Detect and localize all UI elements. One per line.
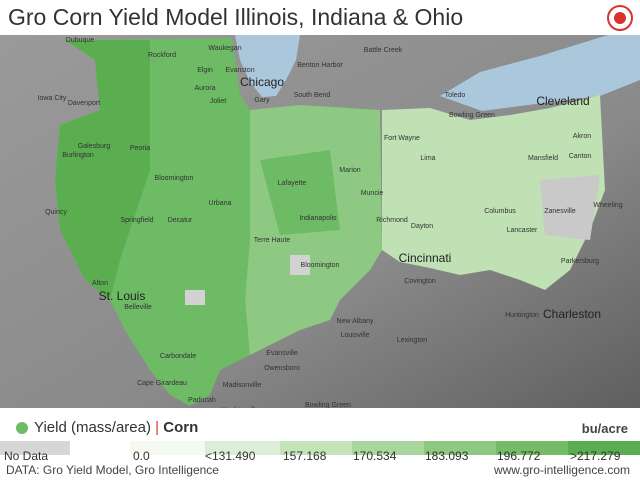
legend-bin-label: No Data <box>4 449 49 463</box>
city-label: Toledo <box>445 92 466 99</box>
city-label: Zanesville <box>544 208 576 215</box>
city-label: Quincy <box>45 209 67 216</box>
city-label: Carbondale <box>160 353 196 360</box>
city-label: Dayton <box>411 223 433 230</box>
city-label: Mansfield <box>528 155 558 162</box>
city-label: Lexington <box>397 337 427 344</box>
city-label: Parkersburg <box>561 258 599 265</box>
city-label: Elgin <box>197 67 213 74</box>
city-label: Lima <box>420 155 435 162</box>
legend-swatch <box>568 441 640 455</box>
city-label: Chicago <box>240 75 284 89</box>
legend-icon <box>16 422 28 434</box>
city-label: Madisonville <box>223 382 262 389</box>
city-label: Huntington <box>505 312 539 319</box>
legend-bin-label: 183.093 <box>425 449 469 463</box>
footer-url: www.gro-intelligence.com <box>493 463 630 477</box>
city-label: Bowling Green <box>449 112 495 119</box>
city-label: New Albany <box>337 318 374 325</box>
city-label: Peoria <box>130 145 150 152</box>
city-label: Iowa City <box>38 95 67 102</box>
city-label: Alton <box>92 280 108 287</box>
city-label: Owensboro <box>264 365 300 372</box>
city-label: Bloomington <box>301 262 340 269</box>
legend-label: Yield (mass/area) <box>34 419 151 436</box>
city-label: Louisville <box>341 332 370 339</box>
city-label: Joliet <box>210 98 226 105</box>
city-label: South Bend <box>294 92 331 99</box>
city-label: Fort Wayne <box>384 135 420 142</box>
legend-separator: | <box>155 419 160 436</box>
ohio <box>382 95 605 290</box>
no-data-area <box>290 255 310 275</box>
legend-title: Yield (mass/area) | Corn <box>34 419 198 436</box>
city-label: Evanston <box>225 67 254 74</box>
illinois-west <box>55 40 150 300</box>
city-label: Belleville <box>124 304 152 311</box>
city-label: Evansville <box>266 350 298 357</box>
legend-swatch <box>496 441 568 455</box>
title: Gro Corn Yield Model Illinois, Indiana &… <box>8 4 464 30</box>
legend-swatch <box>0 441 70 455</box>
legend-bin-label: <131.490 <box>205 449 256 463</box>
city-label: Akron <box>573 133 591 140</box>
city-label: Canton <box>569 153 592 160</box>
city-label: Muncie <box>361 190 384 197</box>
city-label: Indianapolis <box>299 215 337 222</box>
city-label: Bowling Green <box>305 402 351 408</box>
legend-swatch <box>352 441 424 455</box>
city-label: Springfield <box>120 217 153 224</box>
city-label: Bloomington <box>155 175 194 182</box>
lake-michigan <box>235 35 300 97</box>
city-label: Hopkinsville <box>221 407 258 408</box>
legend-bin-label: 0.0 <box>133 449 150 463</box>
city-label: Davenport <box>68 100 100 107</box>
city-label: Paducah <box>188 397 216 404</box>
legend-swatch <box>130 441 205 455</box>
city-label: Cincinnati <box>399 251 452 265</box>
legend-bin-label: >217.279 <box>570 449 621 463</box>
city-label: Cleveland <box>536 94 589 108</box>
city-label: Aurora <box>194 85 215 92</box>
legend-bin-label: 170.534 <box>353 449 397 463</box>
no-data-area <box>540 175 600 240</box>
legend-bin-label: 196.772 <box>497 449 541 463</box>
footer-source: DATA: Gro Yield Model, Gro Intelligence <box>6 463 219 477</box>
city-label: Charleston <box>543 307 601 321</box>
city-label: Marion <box>339 167 361 174</box>
legend-swatch <box>424 441 496 455</box>
legend-swatch <box>280 441 352 455</box>
no-data-area <box>185 290 205 305</box>
city-label: Urbana <box>209 200 232 207</box>
city-label: Dubuque <box>66 37 95 44</box>
legend-swatch <box>205 441 280 455</box>
logo <box>607 5 633 31</box>
city-label: Richmond <box>376 217 408 224</box>
city-label: Decatur <box>168 217 193 224</box>
legend-crop: Corn <box>163 419 199 436</box>
city-label: Benton Harbor <box>297 62 343 69</box>
map: Dubuque Rockford Waukegan Elgin EvanstonChic… <box>0 35 640 408</box>
city-label: Waukegan <box>208 45 241 52</box>
legend-unit: bu/acre <box>581 421 628 436</box>
legend-bin-label: 157.168 <box>283 449 327 463</box>
city-label: Cape Girardeau <box>137 380 187 387</box>
city-label: Gary <box>254 97 270 104</box>
city-label: Columbus <box>484 208 516 215</box>
city-label: Covington <box>404 278 436 285</box>
city-label: Wheeling <box>593 202 622 209</box>
city-label: Lafayette <box>278 180 307 187</box>
city-label: Terre Haute <box>254 237 291 244</box>
city-label: Rockford <box>148 52 176 59</box>
city-label: Galesburg <box>78 143 110 150</box>
lake-erie <box>440 35 640 111</box>
city-label: Lancaster <box>507 227 538 234</box>
indiana-central <box>260 150 340 235</box>
city-label: Battle Creek <box>364 47 403 54</box>
city-label: Burlington <box>62 152 94 159</box>
city-label: St. Louis <box>99 289 146 303</box>
